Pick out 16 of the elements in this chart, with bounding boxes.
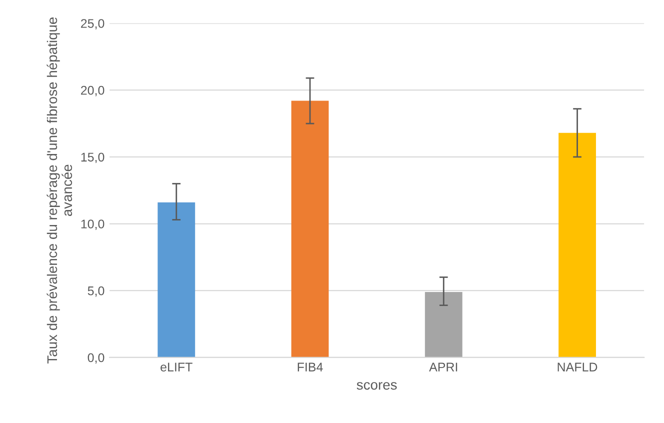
y-tick-label: 15,0 xyxy=(81,152,104,164)
x-tick-label: APRI xyxy=(429,362,458,372)
x-tick-label: FIB4 xyxy=(298,362,323,372)
x-tick-label: NAFLD xyxy=(558,362,598,372)
y-axis-title: Taux de prévalence du repérage d'une fibrose hépatique avancée xyxy=(46,17,72,364)
bar xyxy=(424,292,462,358)
y-tick-label: 20,0 xyxy=(81,86,104,96)
y-tick-label: 10,0 xyxy=(81,220,104,230)
bar xyxy=(291,100,329,358)
x-tick-label: eLIFT xyxy=(160,362,192,372)
x-axis-title: scores xyxy=(356,382,397,390)
bar xyxy=(558,132,596,358)
bar xyxy=(158,202,196,358)
y-tick-label: 5,0 xyxy=(88,286,104,297)
y-tick-label: 25,0 xyxy=(81,19,104,30)
y-tick-label: 0,0 xyxy=(88,353,104,364)
